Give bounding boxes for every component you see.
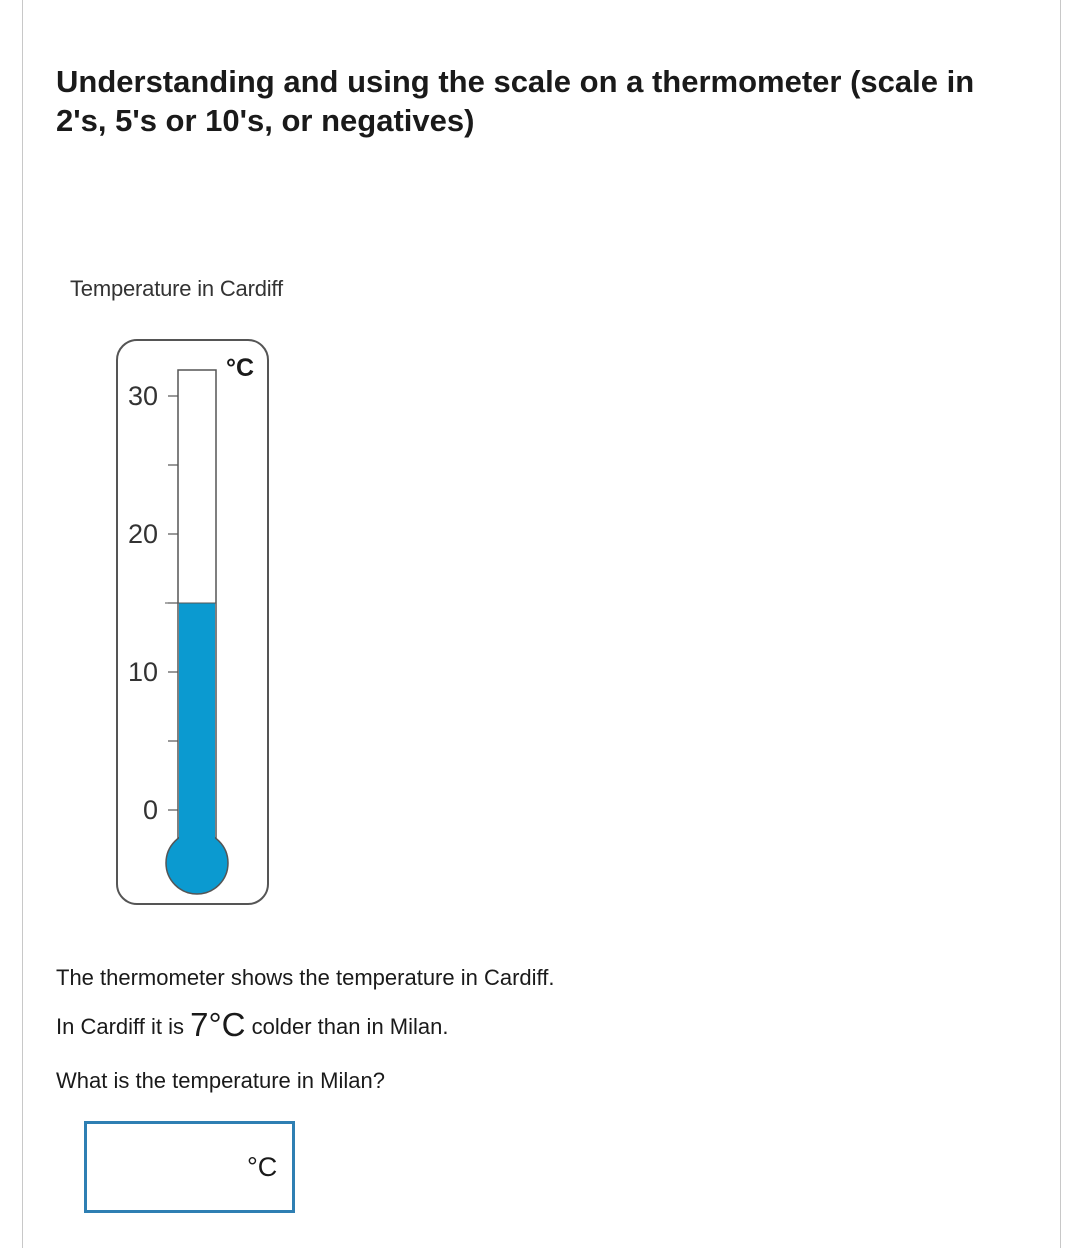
question-line-2-prefix: In Cardiff it is bbox=[56, 1014, 191, 1039]
scale-label: 30 bbox=[128, 381, 158, 411]
panel-left-border bbox=[22, 0, 23, 1248]
question-line-2-suffix: colder than in Milan. bbox=[245, 1014, 449, 1039]
answer-unit: °C bbox=[247, 1152, 278, 1182]
scale-label: 0 bbox=[143, 795, 158, 825]
unit-label: °C bbox=[226, 354, 254, 382]
scale-label: 10 bbox=[128, 657, 158, 687]
scale-label: 20 bbox=[128, 519, 158, 549]
answer-input[interactable] bbox=[95, 1144, 239, 1192]
question-line-2: In Cardiff it is 7°C colder than in Mila… bbox=[56, 1006, 448, 1044]
page-title: Understanding and using the scale on a t… bbox=[56, 64, 975, 138]
temperature-difference: 7°C bbox=[190, 1006, 246, 1043]
figure-caption: Temperature in Cardiff bbox=[70, 276, 283, 301]
scale-labels: 30 20 10 0 bbox=[128, 381, 158, 825]
bulb-neck bbox=[179, 824, 215, 844]
thermometer-figure: °C 30 20 10 0 bbox=[116, 339, 269, 905]
answer-box: °C bbox=[84, 1121, 295, 1213]
panel-right-border bbox=[1060, 0, 1061, 1248]
liquid-column bbox=[179, 603, 215, 844]
question-line-3: What is the temperature in Milan? bbox=[56, 1068, 385, 1093]
question-line-1: The thermometer shows the temperature in… bbox=[56, 965, 555, 990]
